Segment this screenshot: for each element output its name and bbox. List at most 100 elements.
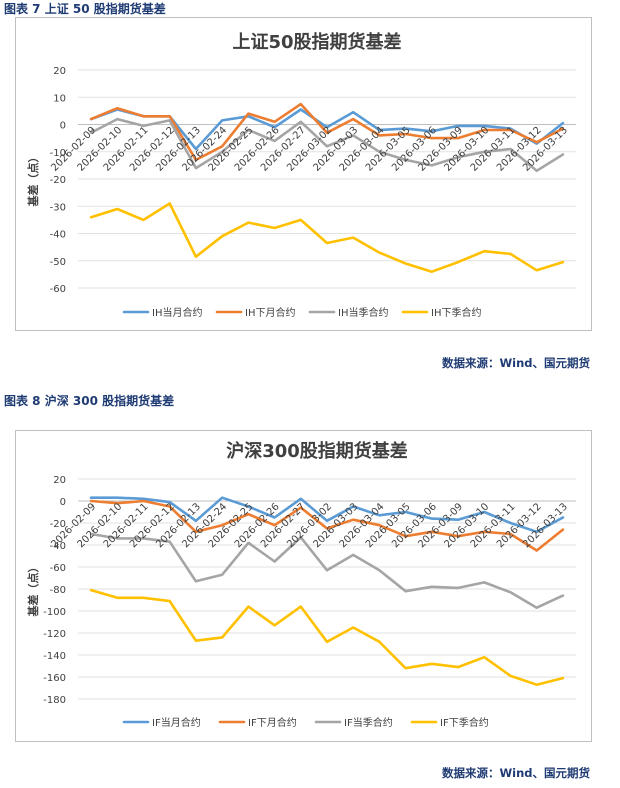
y-tick-label: -60 (50, 563, 66, 574)
data-point (562, 127, 564, 130)
data-point (509, 253, 512, 255)
data-point (431, 164, 433, 167)
data-point (168, 202, 171, 205)
data-point (195, 580, 197, 583)
data-point (221, 119, 223, 122)
data-point (378, 129, 381, 131)
data-point (535, 683, 538, 686)
data-point (273, 126, 276, 129)
data-point (90, 131, 92, 134)
data-point (562, 261, 564, 263)
legend-label: IH当季合约 (338, 306, 388, 319)
data-point (404, 127, 407, 130)
data-point (378, 569, 381, 572)
data-point (483, 129, 486, 131)
data-point (116, 208, 119, 210)
data-point (273, 516, 276, 519)
data-point (299, 108, 302, 111)
data-point (221, 150, 223, 153)
y-axis-label: 基差（点） (26, 152, 40, 208)
chart-container-if: 沪深300股指期货基差 20 0 -20 -40 -60 -80 -100 -120 -140 -1… (15, 430, 592, 742)
data-point (352, 111, 355, 114)
data-point (509, 675, 512, 677)
y-tick-label: -10 (50, 148, 66, 159)
figure-8-source: 数据来源：Wind、国元期货 (441, 766, 590, 780)
data-point (326, 145, 328, 148)
data-point (431, 137, 433, 139)
legend-label: IH下季合约 (431, 306, 481, 319)
data-point (509, 129, 512, 131)
data-point (142, 125, 145, 127)
data-point (457, 261, 459, 263)
data-point (247, 505, 250, 508)
data-point (299, 103, 302, 105)
data-point (326, 126, 328, 129)
data-point (562, 153, 564, 156)
data-point (142, 500, 145, 502)
data-point (90, 500, 92, 502)
y-tick-label: -40 (50, 541, 66, 552)
data-point (483, 511, 486, 513)
data-point (535, 606, 538, 609)
data-point (299, 506, 302, 509)
data-point (562, 516, 564, 519)
data-point (221, 524, 223, 526)
data-point (90, 216, 92, 218)
chart-container-ih: 上证50股指期货基差 20 10 0 -10 -20 -30 -40 -50 -60 基差（点） 20… (15, 17, 592, 331)
data-point (378, 524, 381, 526)
data-point (326, 641, 328, 643)
data-point (326, 569, 328, 572)
data-point (273, 624, 276, 627)
series-line-IF下季合约 (89, 588, 565, 686)
data-point (142, 115, 145, 118)
data-point (404, 667, 407, 669)
data-point (404, 159, 407, 161)
data-point (483, 250, 486, 253)
y-tick-label: -60 (50, 284, 66, 295)
data-point (509, 591, 512, 594)
data-point (221, 573, 223, 576)
data-point (247, 605, 250, 608)
y-tick-label: -20 (50, 175, 66, 186)
figure-8-caption: 图表 8 沪深 300 股指期货基差 (4, 394, 175, 408)
figure-7-caption: 图表 7 上证 50 股指期货基差 (4, 2, 166, 16)
data-point (457, 156, 459, 158)
data-point (299, 605, 302, 608)
y-tick-label: 10 (53, 93, 66, 104)
data-point (378, 150, 381, 153)
data-point (142, 219, 145, 221)
if-basis-chart: 沪深300股指期货基差 20 0 -20 -40 -60 -80 -100 -120 -140 -1… (26, 440, 576, 729)
y-tick-label: 20 (53, 475, 66, 486)
y-tick-label: -140 (43, 651, 66, 662)
data-point (116, 537, 119, 540)
data-point (483, 581, 486, 584)
data-point (457, 518, 459, 521)
ih-basis-chart: 上证50股指期货基差20100-10-20-30-40-50-60基差（点）20… (26, 31, 576, 319)
data-point (168, 600, 171, 602)
data-point (168, 119, 171, 122)
data-point (562, 528, 564, 531)
data-point (352, 505, 355, 508)
data-point (404, 535, 407, 537)
data-point (116, 118, 119, 120)
data-point (535, 531, 538, 533)
data-point (483, 150, 486, 153)
y-tick-label: -20 (50, 519, 66, 530)
figure-7-source: 数据来源：Wind、国元期货 (441, 356, 590, 370)
data-point (273, 227, 276, 229)
data-point (352, 626, 355, 629)
data-point (431, 517, 433, 520)
data-point (352, 134, 355, 137)
data-point (116, 502, 119, 504)
data-point (535, 170, 538, 172)
data-point (90, 118, 92, 120)
series-line-IH下季合约 (89, 202, 565, 273)
data-point (90, 533, 92, 535)
data-point (168, 501, 171, 503)
legend-label: IH当月合约 (152, 306, 202, 319)
data-point (431, 531, 433, 533)
data-point (90, 496, 92, 499)
data-point (195, 167, 197, 169)
data-point (247, 542, 250, 544)
data-point (142, 597, 145, 599)
